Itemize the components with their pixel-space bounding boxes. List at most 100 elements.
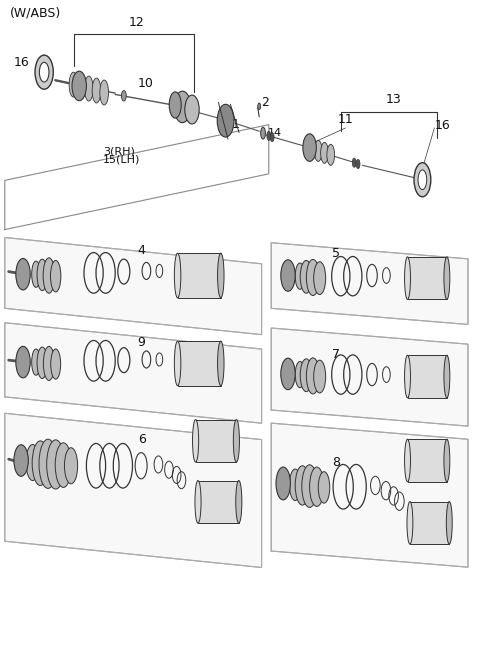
Ellipse shape [192,420,199,462]
Ellipse shape [444,256,450,299]
Ellipse shape [314,360,325,393]
Ellipse shape [37,347,48,379]
Text: 9: 9 [138,336,145,349]
Ellipse shape [444,356,450,398]
Ellipse shape [352,158,356,167]
Ellipse shape [405,440,410,482]
Ellipse shape [405,356,410,398]
Ellipse shape [35,55,53,89]
Ellipse shape [174,91,191,123]
Ellipse shape [14,445,28,476]
Text: 5: 5 [332,247,340,260]
Text: 12: 12 [129,16,144,29]
Text: 16: 16 [434,119,450,133]
Text: 11: 11 [338,113,353,126]
Ellipse shape [261,127,265,139]
Ellipse shape [314,262,325,295]
Ellipse shape [50,260,61,292]
Ellipse shape [32,261,40,287]
Ellipse shape [405,256,410,299]
Ellipse shape [217,104,234,137]
Bar [408,440,447,482]
Text: 8: 8 [332,456,340,469]
Ellipse shape [258,103,261,110]
Ellipse shape [43,258,55,293]
Ellipse shape [308,138,316,159]
Ellipse shape [174,341,181,386]
Text: (W/ABS): (W/ABS) [10,7,61,20]
Ellipse shape [26,445,39,480]
Text: 16: 16 [14,56,30,69]
Polygon shape [271,423,468,567]
Text: 13: 13 [386,93,401,106]
Ellipse shape [414,163,431,197]
Ellipse shape [217,341,224,386]
Ellipse shape [43,346,55,380]
Ellipse shape [270,133,274,142]
Text: 10: 10 [138,77,154,91]
Bar [196,420,237,462]
Ellipse shape [236,480,242,523]
Ellipse shape [37,259,48,291]
Ellipse shape [314,140,322,161]
Ellipse shape [300,260,312,293]
Ellipse shape [303,134,316,161]
Ellipse shape [281,358,295,390]
Ellipse shape [295,361,305,388]
Ellipse shape [233,420,240,462]
Ellipse shape [444,440,450,482]
Ellipse shape [47,440,65,489]
Ellipse shape [77,74,85,99]
Ellipse shape [32,349,40,375]
Ellipse shape [446,501,452,544]
Text: 6: 6 [138,433,145,446]
Ellipse shape [185,95,199,124]
Ellipse shape [100,80,108,105]
Ellipse shape [55,443,72,487]
Ellipse shape [69,72,78,97]
Ellipse shape [267,131,271,140]
Ellipse shape [121,91,126,101]
Bar [178,341,221,386]
Ellipse shape [295,263,305,289]
Text: 4: 4 [138,244,145,257]
Ellipse shape [16,258,30,290]
Bar [198,480,239,523]
Ellipse shape [289,469,301,501]
Ellipse shape [356,159,360,169]
Ellipse shape [174,253,181,298]
Polygon shape [5,323,262,423]
Ellipse shape [306,358,320,394]
Ellipse shape [327,144,335,165]
Text: 2: 2 [262,96,269,110]
Ellipse shape [295,466,310,505]
Bar [178,253,221,298]
Ellipse shape [302,464,317,508]
Ellipse shape [217,253,224,298]
Text: 1: 1 [231,118,239,131]
Ellipse shape [310,467,324,506]
Ellipse shape [169,92,181,118]
Polygon shape [5,413,262,567]
Bar [410,501,449,544]
Ellipse shape [318,472,330,503]
Ellipse shape [51,349,60,379]
Ellipse shape [418,170,427,190]
Ellipse shape [276,467,290,500]
Ellipse shape [39,62,49,82]
Ellipse shape [84,76,93,101]
Ellipse shape [72,72,86,100]
Ellipse shape [64,448,78,484]
Text: 7: 7 [332,348,340,361]
Ellipse shape [407,501,413,544]
Polygon shape [5,237,262,335]
Ellipse shape [281,260,295,291]
Ellipse shape [300,359,312,392]
Ellipse shape [16,346,30,378]
Ellipse shape [32,441,48,485]
Bar [408,356,447,398]
Text: 14: 14 [267,128,281,138]
Text: 15(LH): 15(LH) [103,154,141,164]
Polygon shape [271,328,468,426]
Ellipse shape [195,480,201,523]
